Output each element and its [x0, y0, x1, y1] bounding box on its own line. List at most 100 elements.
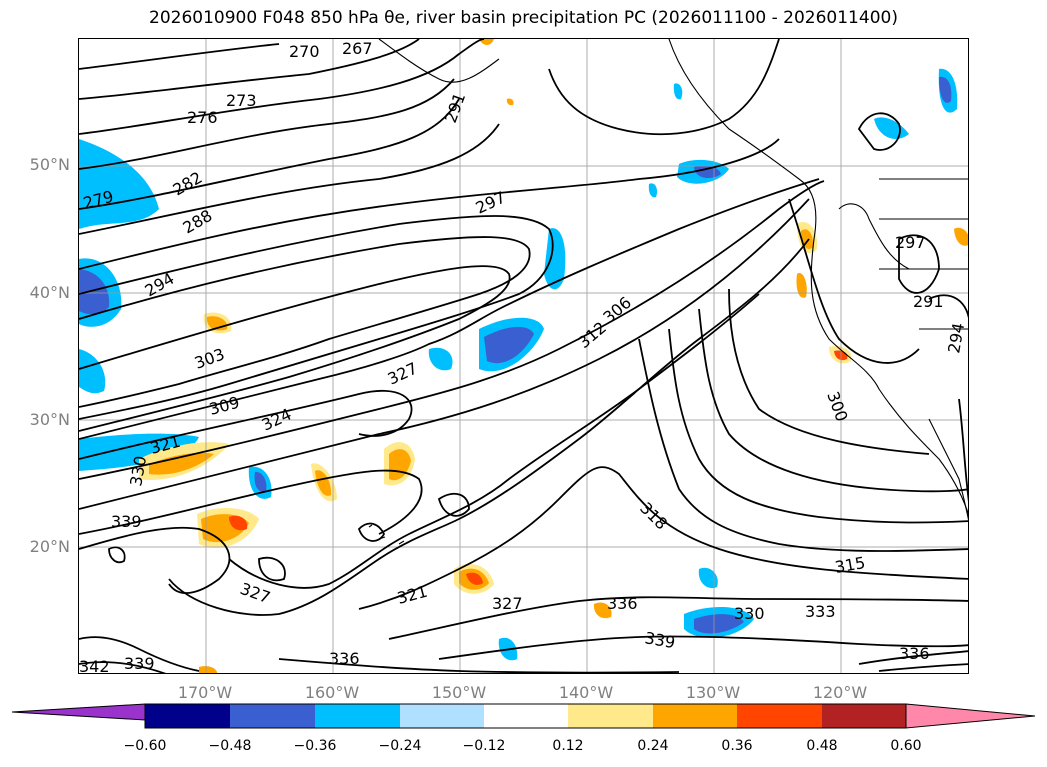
precip-patch	[874, 117, 909, 139]
contour-label: 339	[111, 512, 142, 531]
contour-label: 327	[492, 594, 523, 613]
precip-patch	[484, 326, 534, 364]
coastline	[378, 39, 500, 83]
colorbar-tick: 0.12	[552, 738, 584, 754]
precip-patch	[79, 349, 106, 394]
contour-label: 306	[599, 293, 635, 327]
colorbar-tick: −0.12	[462, 738, 506, 754]
contour-label: 339	[643, 628, 676, 652]
contour-label: 294	[944, 321, 968, 354]
colorbar-tick: 0.48	[806, 738, 838, 754]
graticule	[79, 39, 968, 673]
contour-line	[168, 238, 810, 616]
lon-label-140w: 140°W	[558, 683, 614, 702]
lat-label-50n: 50°N	[29, 155, 70, 174]
contour-label: 288	[180, 206, 216, 238]
contour-line	[79, 661, 166, 673]
map-title: 2026010900 F048 850 hPa θe, river basin …	[149, 8, 898, 28]
colorbar-bin	[400, 704, 484, 728]
contour-line	[79, 123, 500, 235]
contour-line	[79, 39, 420, 100]
contour-line	[79, 265, 511, 432]
contour-line	[437, 492, 470, 517]
precip-patch	[939, 76, 952, 103]
map-canvas: 270 267 273 276 291 279 282 288 297 294 …	[79, 39, 968, 674]
contour-line	[79, 215, 554, 420]
precip-patch	[698, 567, 718, 589]
precip-patch	[648, 183, 658, 198]
contour-line	[258, 556, 286, 582]
contour-label: 282	[170, 168, 206, 200]
contour-label: 303	[192, 344, 227, 372]
contour-label: 318	[636, 498, 671, 533]
precip-patch	[479, 39, 494, 45]
contour-label: 327	[385, 358, 421, 388]
precip-patch	[254, 471, 267, 492]
contour-label: 291	[913, 292, 944, 311]
contour-label: 336	[899, 644, 930, 663]
contour-label: 330	[126, 454, 150, 487]
contour-line	[698, 308, 968, 493]
contour-label: 330	[734, 604, 765, 623]
contour-line	[79, 180, 825, 480]
contour-line	[358, 466, 968, 610]
colorbar-tick: 0.36	[721, 738, 753, 754]
contour-labels: 270 267 273 276 291 279 282 288 297 294 …	[79, 39, 968, 674]
precip-patch	[199, 666, 218, 673]
colorbar-bin	[230, 704, 315, 728]
contour-line	[357, 522, 386, 542]
precip-patch	[315, 470, 332, 496]
contour-label: 267	[342, 39, 373, 58]
contour-label: 336	[329, 649, 360, 668]
precip-patch	[229, 515, 248, 531]
colorbar-bin	[568, 704, 653, 728]
contour-line	[638, 338, 968, 552]
contour-line	[79, 469, 423, 535]
contour-label: 342	[79, 657, 110, 674]
contour-line	[878, 663, 968, 672]
contour-label: 291	[441, 90, 469, 125]
contour-label: 312	[574, 318, 610, 352]
precip-patch	[954, 227, 968, 246]
colorbar-tick: −0.24	[378, 738, 422, 754]
contour-line	[79, 526, 231, 594]
contour-line	[438, 635, 968, 660]
contour-line	[228, 293, 760, 589]
contour-line	[79, 98, 460, 210]
colorbar-bin	[484, 704, 568, 728]
colorbar-tick: 0.60	[890, 738, 922, 754]
lon-label-150w: 150°W	[431, 683, 487, 702]
contour-label: 327	[238, 579, 273, 607]
colorbar-tick: −0.48	[208, 738, 252, 754]
lon-label-170w: 170°W	[177, 683, 233, 702]
precip-patch	[544, 228, 566, 290]
lat-label-30n: 30°N	[29, 410, 70, 429]
colorbar-tick: −0.36	[293, 738, 337, 754]
contour-line	[728, 288, 930, 455]
colorbar-tick: 0.24	[637, 738, 669, 754]
coastline	[838, 203, 910, 270]
contour-line	[79, 43, 280, 70]
coastline	[928, 418, 968, 520]
contour-label: 336	[607, 594, 638, 613]
contour-label: 276	[187, 108, 218, 127]
lon-label-160w: 160°W	[304, 683, 360, 702]
colorbar-bin	[145, 704, 230, 728]
colorbar-arrow-left	[11, 703, 146, 721]
precip-patch	[593, 602, 612, 619]
colorbar-bin	[737, 704, 822, 728]
contour-line	[548, 39, 780, 136]
precip-patch	[428, 347, 453, 371]
colorbar-frame	[144, 703, 907, 729]
colorbar-tick: −0.60	[123, 738, 167, 754]
colorbar-bin	[315, 704, 400, 728]
colorbar-bin	[653, 704, 737, 728]
contour-line	[788, 198, 920, 364]
contour-label: 297	[895, 233, 926, 252]
contour-line	[108, 546, 126, 564]
lat-label-20n: 20°N	[29, 537, 70, 556]
contour-line	[858, 650, 968, 665]
contour-label: 339	[124, 654, 155, 673]
contour-label: 273	[226, 91, 257, 110]
contour-line	[668, 328, 968, 524]
